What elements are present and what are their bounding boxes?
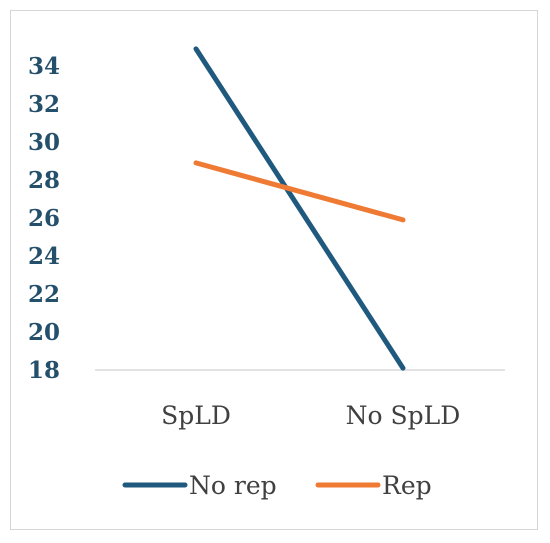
y-tick-label: 34: [28, 53, 60, 80]
y-tick-label: 28: [28, 167, 60, 194]
y-tick-label: 26: [28, 205, 60, 232]
series-lines: [193, 46, 406, 371]
y-tick-label: 22: [28, 281, 60, 308]
y-axis-ticks: 18 20 22 24 26 28 30 32 34: [28, 53, 60, 384]
y-tick-label: 20: [28, 319, 60, 346]
x-axis-ticks: SpLD No SpLD: [161, 401, 460, 430]
legend-label: Rep: [382, 471, 432, 500]
x-tick-label: SpLD: [161, 401, 231, 430]
legend: No rep Rep: [122, 471, 432, 500]
y-tick-label: 24: [28, 243, 60, 270]
series-line-rep: [193, 160, 406, 223]
legend-label: No rep: [189, 471, 277, 500]
series-line-no-rep: [193, 46, 406, 371]
x-tick-label: No SpLD: [346, 401, 461, 430]
chart-frame: [10, 10, 538, 530]
y-tick-label: 32: [28, 91, 60, 118]
y-tick-label: 30: [28, 129, 60, 156]
y-tick-label: 18: [28, 357, 60, 384]
